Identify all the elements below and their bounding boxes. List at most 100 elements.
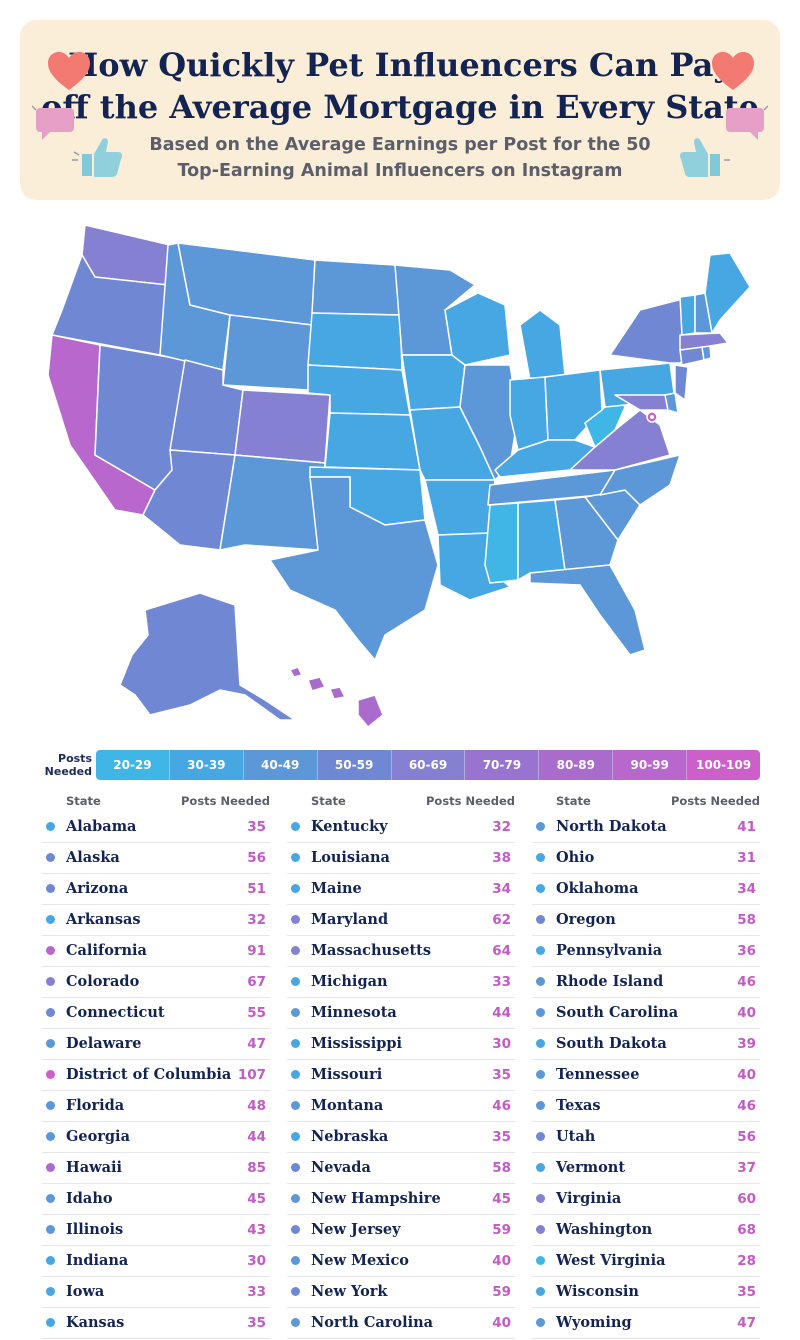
color-dot-icon: [291, 1132, 300, 1141]
us-choropleth-map: [47, 224, 751, 728]
state-wyoming[interactable]: [222, 314, 313, 391]
state-alaska[interactable]: [119, 592, 296, 721]
table-row: Vermont 37: [532, 1153, 760, 1184]
state-kentucky[interactable]: [494, 439, 596, 478]
district-of-columbia-marker[interactable]: [646, 411, 658, 423]
color-dot-icon: [46, 1039, 55, 1048]
state-south-dakota[interactable]: [307, 312, 403, 371]
posts-needed-value: 62: [492, 912, 511, 928]
posts-needed-value: 30: [247, 1253, 266, 1269]
posts-needed-value: 43: [247, 1222, 266, 1238]
posts-needed-value: 60: [737, 1191, 756, 1207]
color-dot-icon: [536, 1070, 545, 1079]
table-row: Maryland 62: [287, 905, 515, 936]
page-subtitle: Based on the Average Earnings per Post f…: [20, 132, 780, 184]
state-name: Nebraska: [311, 1128, 389, 1145]
table-row: Delaware 47: [42, 1029, 270, 1060]
state-name: Alabama: [66, 818, 137, 835]
table-row: California 91: [42, 936, 270, 967]
posts-needed-value: 68: [737, 1222, 756, 1238]
posts-needed-value: 47: [247, 1036, 266, 1052]
state-iowa[interactable]: [401, 354, 466, 411]
state-arkansas[interactable]: [424, 479, 496, 536]
state-name: South Dakota: [556, 1035, 667, 1052]
state-texas[interactable]: [269, 476, 439, 661]
state-name: New Jersey: [311, 1221, 401, 1238]
state-massachusetts[interactable]: [679, 332, 729, 351]
state-name: Utah: [556, 1128, 596, 1145]
state-name: North Dakota: [556, 818, 667, 835]
state-vermont[interactable]: [679, 294, 696, 336]
state-name: North Carolina: [311, 1314, 434, 1331]
legend-bin: 80-89: [539, 750, 614, 780]
state-name: Mississippi: [311, 1035, 403, 1052]
legend-bin: 30-39: [169, 750, 244, 780]
color-dot-icon: [536, 884, 545, 893]
table-row: Massachusetts 64: [287, 936, 515, 967]
state-new-mexico[interactable]: [219, 454, 326, 551]
posts-needed-value: 46: [737, 974, 756, 990]
state-name: Oregon: [556, 911, 616, 928]
color-dot-icon: [536, 1101, 545, 1110]
title-line-2: off the Average Mortgage in Every State: [41, 88, 759, 126]
table-row: Rhode Island 46: [532, 967, 760, 998]
state-name: Connecticut: [66, 1004, 165, 1021]
table-row: New Jersey 59: [287, 1215, 515, 1246]
state-delaware[interactable]: [664, 392, 679, 414]
state-hawaii[interactable]: [289, 666, 384, 728]
posts-needed-value: 40: [492, 1253, 511, 1269]
posts-needed-value: 28: [737, 1253, 756, 1269]
state-wisconsin[interactable]: [444, 292, 511, 366]
state-column-header: State: [556, 794, 591, 808]
table-row: Mississippi 30: [287, 1029, 515, 1060]
state-name: Washington: [556, 1221, 653, 1238]
state-table-column-1: State Posts Needed Alabama 35 Alaska 56 Arizon…: [42, 790, 270, 1339]
state-name: Maine: [311, 880, 362, 897]
state-name: Hawaii: [66, 1159, 122, 1176]
posts-needed-value: 59: [492, 1222, 511, 1238]
legend-bin: 100-109: [687, 750, 760, 780]
table-row: Wyoming 47: [532, 1308, 760, 1339]
posts-needed-value: 38: [492, 850, 511, 866]
table-header: State Posts Needed: [42, 790, 270, 812]
posts-needed-value: 34: [737, 881, 756, 897]
state-name: Alaska: [66, 849, 120, 866]
state-name: South Carolina: [556, 1004, 679, 1021]
state-north-dakota[interactable]: [311, 259, 401, 316]
color-dot-icon: [291, 1194, 300, 1203]
state-name: Michigan: [311, 973, 388, 990]
color-dot-icon: [291, 946, 300, 955]
state-georgia[interactable]: [554, 496, 619, 571]
table-row: Illinois 43: [42, 1215, 270, 1246]
state-maine[interactable]: [704, 252, 751, 334]
state-new-jersey[interactable]: [674, 364, 689, 401]
color-dot-icon: [536, 1163, 545, 1172]
thumbs-up-icon: [680, 138, 730, 177]
state-mississippi[interactable]: [484, 502, 519, 584]
table-row: South Carolina 40: [532, 998, 760, 1029]
heart-icon: [712, 52, 754, 90]
state-colorado[interactable]: [234, 389, 331, 464]
table-row: Oklahoma 34: [532, 874, 760, 905]
state-name: Georgia: [66, 1128, 130, 1145]
state-rhode-island[interactable]: [701, 345, 712, 361]
state-florida[interactable]: [529, 564, 646, 656]
state-indiana[interactable]: [509, 376, 549, 451]
color-dot-icon: [291, 1101, 300, 1110]
color-dot-icon: [46, 1225, 55, 1234]
posts-needed-value: 67: [247, 974, 266, 990]
table-row: Maine 34: [287, 874, 515, 905]
table-row: North Carolina 40: [287, 1308, 515, 1339]
posts-needed-value: 40: [492, 1315, 511, 1331]
color-dot-icon: [536, 1256, 545, 1265]
state-name: Kentucky: [311, 818, 388, 835]
table-row: Missouri 35: [287, 1060, 515, 1091]
color-dot-icon: [291, 853, 300, 862]
state-kansas[interactable]: [324, 412, 421, 471]
posts-needed-value: 45: [492, 1191, 511, 1207]
posts-needed-value: 45: [247, 1191, 266, 1207]
posts-needed-value: 48: [247, 1098, 266, 1114]
state-michigan[interactable]: [519, 309, 566, 381]
state-west-virginia[interactable]: [584, 394, 626, 448]
posts-needed-value: 56: [737, 1129, 756, 1145]
